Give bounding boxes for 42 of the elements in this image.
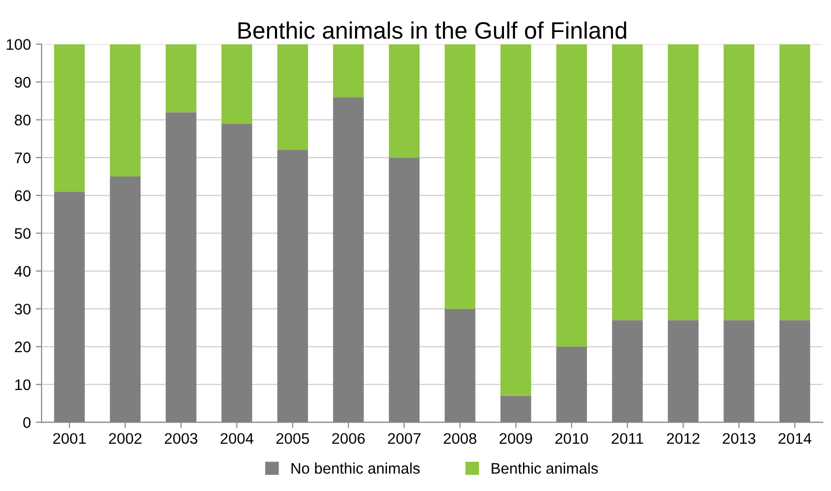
bar [556,44,587,347]
y-tick-label: 40 [14,266,31,277]
x-tick-label: 2001 [53,433,86,444]
legend-label: Benthic animals [492,462,598,474]
bar [110,44,141,177]
legend-label: No benthic animals [292,462,420,474]
bar [388,44,420,158]
bar [612,44,643,320]
bar [166,44,196,112]
bar [500,44,532,396]
x-tick-label: 2014 [778,433,812,444]
y-tick-label: 20 [14,342,31,352]
y-tick-label: 90 [14,76,31,88]
x-tick-label: 2005 [276,433,309,444]
x-tick-label: 2012 [666,433,700,444]
y-tick-label: 0 [23,417,31,428]
bar [54,44,85,192]
bar [668,44,699,320]
y-tick-label: 80 [14,114,31,126]
x-tick-label: 2009 [500,433,532,444]
y-tick-label: 30 [14,304,31,315]
bar [277,44,308,150]
y-tick-label: 70 [14,152,31,164]
chart-title: Benthic animals in the Gulf of Finland [238,22,626,39]
bar [444,44,476,309]
x-tick-label: 2013 [722,433,756,444]
x-tick-label: 2007 [388,433,420,444]
x-tick-label: 2003 [164,433,198,444]
bar [333,44,364,98]
y-tick-label: 60 [14,190,31,202]
y-tick-label: 10 [15,379,31,390]
y-tick-label: 50 [14,228,31,239]
x-tick-label: 2008 [444,433,476,444]
x-tick-label: 2002 [109,433,142,444]
x-tick-label: 2010 [555,433,588,444]
x-tick-label: 2011 [612,433,644,444]
x-tick-label: 2006 [332,433,365,444]
x-tick-label: 2004 [220,433,254,444]
bar [724,44,754,320]
bar [221,44,252,124]
y-tick-label: 100 [6,39,31,50]
bar [779,44,810,320]
